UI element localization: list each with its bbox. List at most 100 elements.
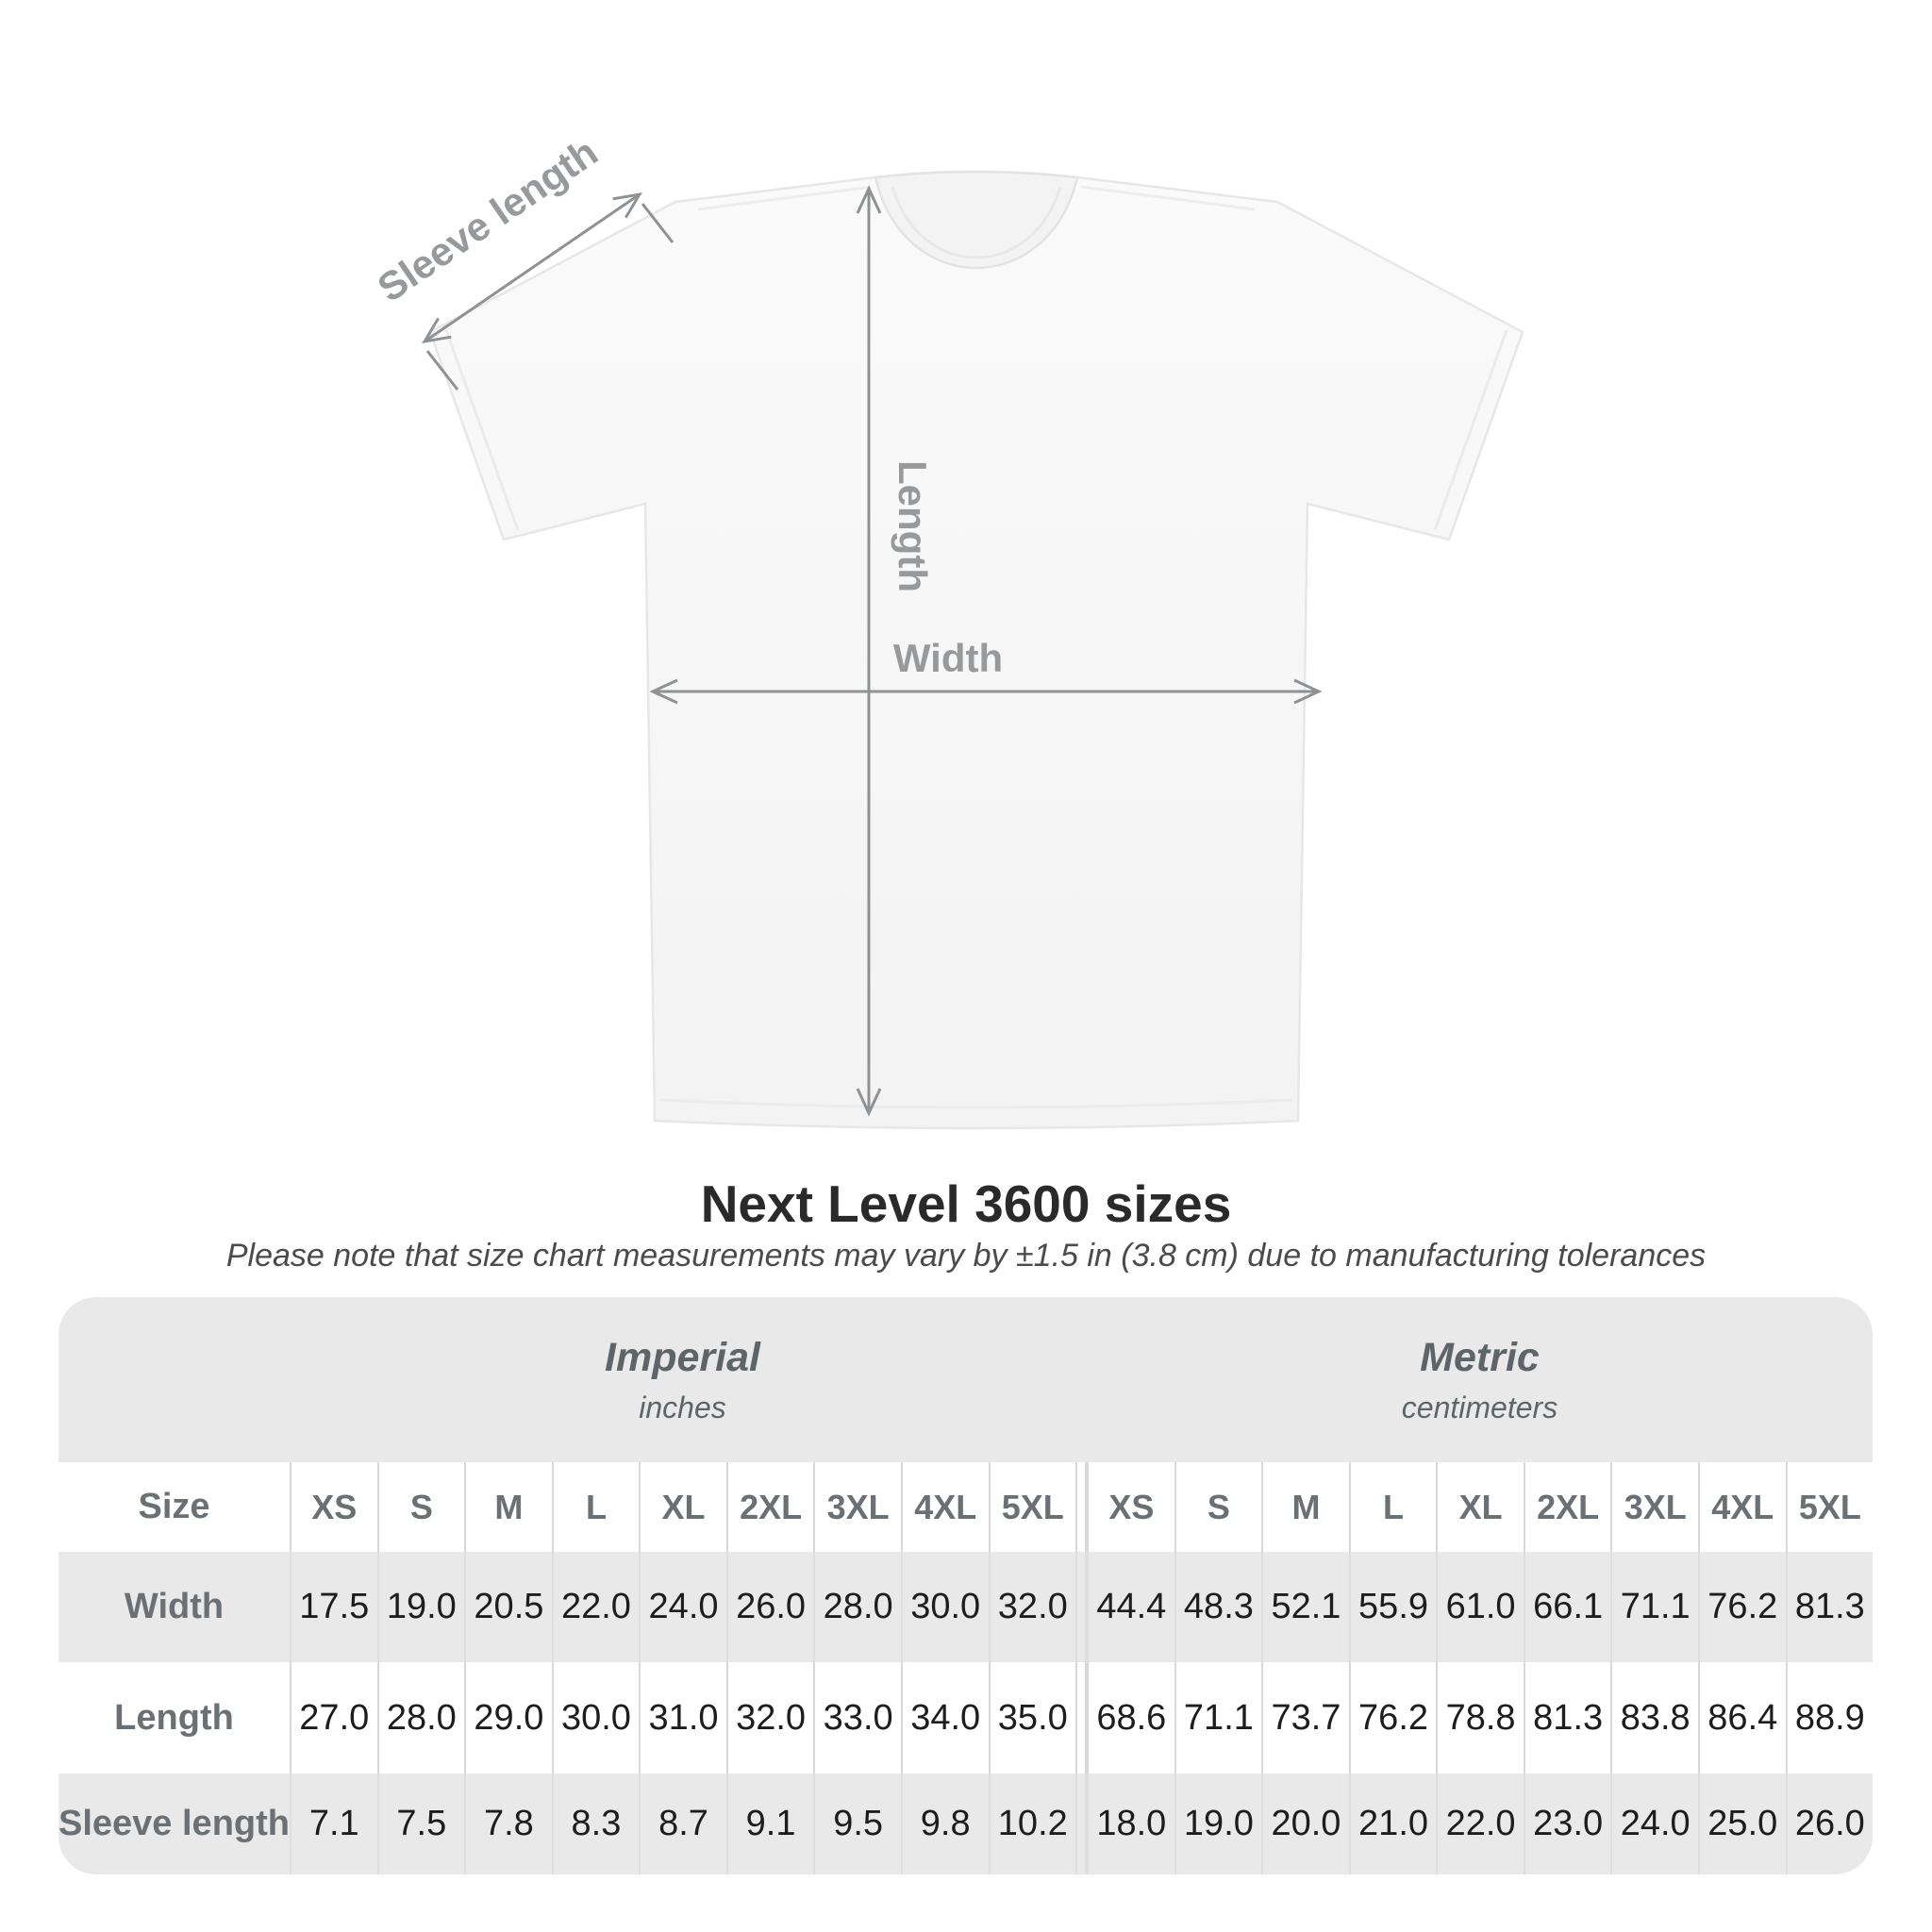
value-cell: 20.0 (1261, 1774, 1349, 1874)
size-col-header: 5XL (1785, 1462, 1873, 1552)
imperial-section-header: Imperial inches (290, 1335, 1075, 1425)
size-col-header: M (1261, 1462, 1349, 1552)
value-cell: 7.5 (376, 1774, 465, 1874)
length-label: Length (891, 460, 935, 592)
tshirt-body (428, 170, 1524, 1130)
section-gap (1075, 1462, 1088, 1552)
value-cell: 19.0 (1174, 1774, 1262, 1874)
metric-title: Metric (1420, 1334, 1540, 1380)
size-col-header: L (551, 1462, 640, 1552)
value-cell: 23.0 (1523, 1774, 1611, 1874)
size-col-header: XL (639, 1462, 726, 1552)
tshirt-svg: Sleeve length Length Width (370, 129, 1524, 1130)
size-col-header: XL (1436, 1462, 1524, 1552)
imperial-unit: inches (639, 1390, 726, 1424)
value-cell: 24.0 (639, 1552, 726, 1662)
size-col-header: M (464, 1462, 552, 1552)
size-table: Imperial inches Metric centimeters Size … (58, 1297, 1873, 1874)
value-cell: 28.0 (813, 1552, 901, 1662)
left-cuff-seam (444, 329, 520, 531)
value-cell: 20.5 (464, 1552, 552, 1662)
value-cell: 33.0 (813, 1662, 901, 1774)
value-cell: 55.9 (1348, 1552, 1437, 1662)
value-cell: 68.6 (1087, 1662, 1174, 1774)
value-cell: 83.8 (1610, 1662, 1698, 1774)
value-cell: 73.7 (1261, 1662, 1349, 1774)
value-cell: 52.1 (1261, 1552, 1349, 1662)
tolerance-note: Please note that size chart measurements… (225, 1238, 1707, 1274)
value-cell: 7.1 (290, 1774, 377, 1874)
value-cell: 30.0 (551, 1662, 640, 1774)
value-cell: 7.8 (464, 1774, 552, 1874)
value-cell: 71.1 (1174, 1662, 1262, 1774)
width-arrow (649, 678, 1323, 705)
value-cell: 81.3 (1523, 1662, 1611, 1774)
right-cuff-seam (1433, 329, 1508, 531)
tshirt-diagram: Sleeve length Length Width (370, 129, 1524, 1130)
sleeve-length-arrow (422, 192, 675, 391)
value-cell: 26.0 (1785, 1774, 1873, 1874)
value-cell: 19.0 (376, 1552, 465, 1662)
value-cell: 21.0 (1348, 1774, 1437, 1874)
value-cell: 22.0 (551, 1552, 640, 1662)
value-cell: 78.8 (1436, 1662, 1524, 1774)
row-label: Sleeve length (58, 1804, 290, 1843)
size-col-header: 3XL (1610, 1462, 1698, 1552)
width-label: Width (893, 636, 1003, 680)
unit-header-band: Imperial inches Metric centimeters (58, 1297, 1873, 1462)
sleeve-length-row: Sleeve length 7.1 7.5 7.8 8.3 8.7 9.1 9.… (58, 1774, 1873, 1874)
value-cell: 44.4 (1087, 1552, 1174, 1662)
value-cell: 88.9 (1785, 1662, 1873, 1774)
left-shoulder-seam (697, 185, 873, 211)
value-cell: 25.0 (1698, 1774, 1786, 1874)
length-row: Length 27.0 28.0 29.0 30.0 31.0 32.0 33.… (58, 1662, 1873, 1774)
value-cell: 9.8 (900, 1774, 989, 1874)
value-cell: 48.3 (1174, 1552, 1262, 1662)
value-cell: 17.5 (290, 1552, 377, 1662)
size-col-header: 3XL (813, 1462, 901, 1552)
value-cell: 22.0 (1436, 1774, 1524, 1874)
value-cell: 8.7 (639, 1774, 726, 1874)
value-cell: 71.1 (1610, 1552, 1698, 1662)
value-cell: 32.0 (988, 1552, 1076, 1662)
hem-seam (659, 1098, 1293, 1109)
width-row: Width 17.5 19.0 20.5 22.0 24.0 26.0 28.0… (58, 1552, 1873, 1662)
row-label: Length (114, 1697, 234, 1738)
page-title: Next Level 3600 sizes (700, 1174, 1232, 1233)
value-cell: 35.0 (988, 1662, 1076, 1774)
value-cell: 24.0 (1610, 1774, 1698, 1874)
imperial-title: Imperial (605, 1334, 760, 1380)
value-cell: 10.2 (988, 1774, 1076, 1874)
metric-unit: centimeters (1401, 1390, 1558, 1424)
section-gap (1075, 1774, 1088, 1874)
metric-section-header: Metric centimeters (1087, 1335, 1873, 1425)
size-col-header: L (1348, 1462, 1437, 1552)
value-cell: 76.2 (1348, 1662, 1437, 1774)
value-cell: 29.0 (464, 1662, 552, 1774)
section-gap (1075, 1552, 1088, 1662)
size-col-header: 5XL (988, 1462, 1076, 1552)
size-col-header: XS (290, 1462, 377, 1552)
value-cell: 9.1 (725, 1774, 814, 1874)
length-arrow (856, 185, 882, 1117)
value-cell: 8.3 (551, 1774, 640, 1874)
row-label: Width (124, 1587, 225, 1626)
value-cell: 28.0 (376, 1662, 465, 1774)
size-header-row: Size XS S M L XL 2XL 3XL 4XL 5XL XS S M … (58, 1462, 1873, 1552)
size-col-header: XS (1087, 1462, 1174, 1552)
size-col-header: S (1174, 1462, 1262, 1552)
value-cell: 30.0 (900, 1552, 989, 1662)
size-col-header: S (376, 1462, 465, 1552)
value-cell: 76.2 (1698, 1552, 1786, 1662)
value-cell: 86.4 (1698, 1662, 1786, 1774)
value-cell: 31.0 (639, 1662, 726, 1774)
tshirt-collar-inner-line (891, 186, 1062, 259)
tshirt-collar (874, 170, 1079, 270)
right-shoulder-seam (1080, 185, 1256, 211)
value-cell: 32.0 (725, 1662, 814, 1774)
section-gap (1075, 1662, 1088, 1774)
value-cell: 34.0 (900, 1662, 989, 1774)
value-cell: 81.3 (1785, 1552, 1873, 1662)
value-cell: 27.0 (290, 1662, 377, 1774)
size-col-header: 4XL (900, 1462, 989, 1552)
